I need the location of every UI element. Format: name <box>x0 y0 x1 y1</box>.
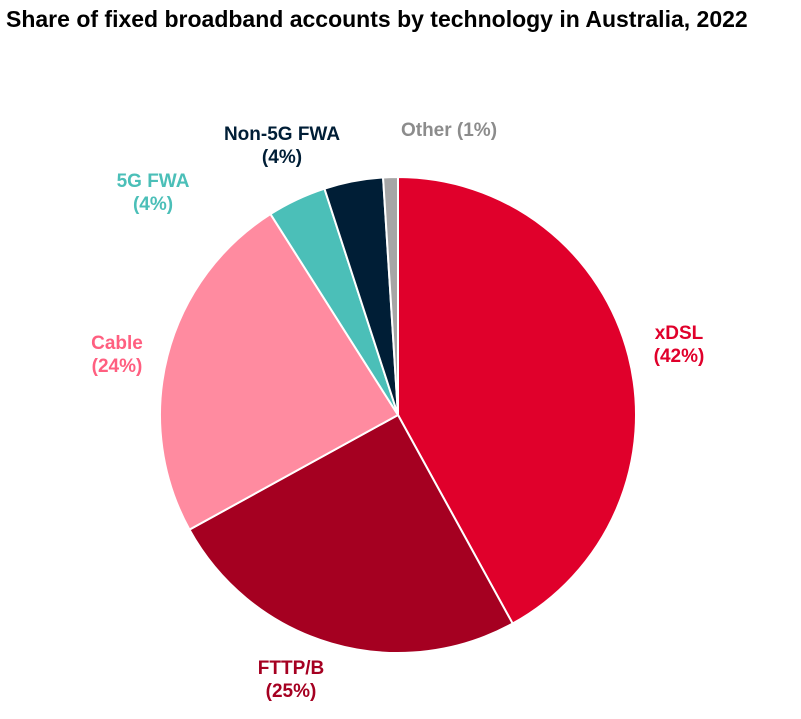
slice-label: Non-5G FWA <box>223 124 341 145</box>
slice-percent: (24%) <box>91 356 143 377</box>
slice-percent: (42%) <box>653 346 705 367</box>
pie-slice-cable <box>159 212 400 532</box>
data-label: Cable (24%) <box>91 332 143 378</box>
slice-percent: (25%) <box>265 681 317 702</box>
pie-slice-fttp-b <box>188 413 515 654</box>
slice-label: 5G FWA <box>116 171 190 192</box>
slice-label: Other (1%) <box>400 120 498 141</box>
data-label: FTTP/B (25%) <box>258 657 325 703</box>
chart-title: Share of fixed broadband accounts by tec… <box>6 6 748 32</box>
data-label: 5G FWA (4%) <box>117 170 190 216</box>
data-label: xDSL (42%) <box>654 322 705 368</box>
slice-label: Cable <box>91 333 143 354</box>
pie-slice-other <box>381 175 399 416</box>
slice-label: xDSL <box>654 323 704 344</box>
data-label: Other (1%) <box>401 119 497 142</box>
slice-percent: (4%) <box>132 194 174 215</box>
slice-percent: (4%) <box>261 147 303 168</box>
pie-slice-xdsl <box>397 175 637 625</box>
data-label: Non-5G FWA (4%) <box>224 123 340 169</box>
slice-label: FTTP/B <box>257 658 325 679</box>
